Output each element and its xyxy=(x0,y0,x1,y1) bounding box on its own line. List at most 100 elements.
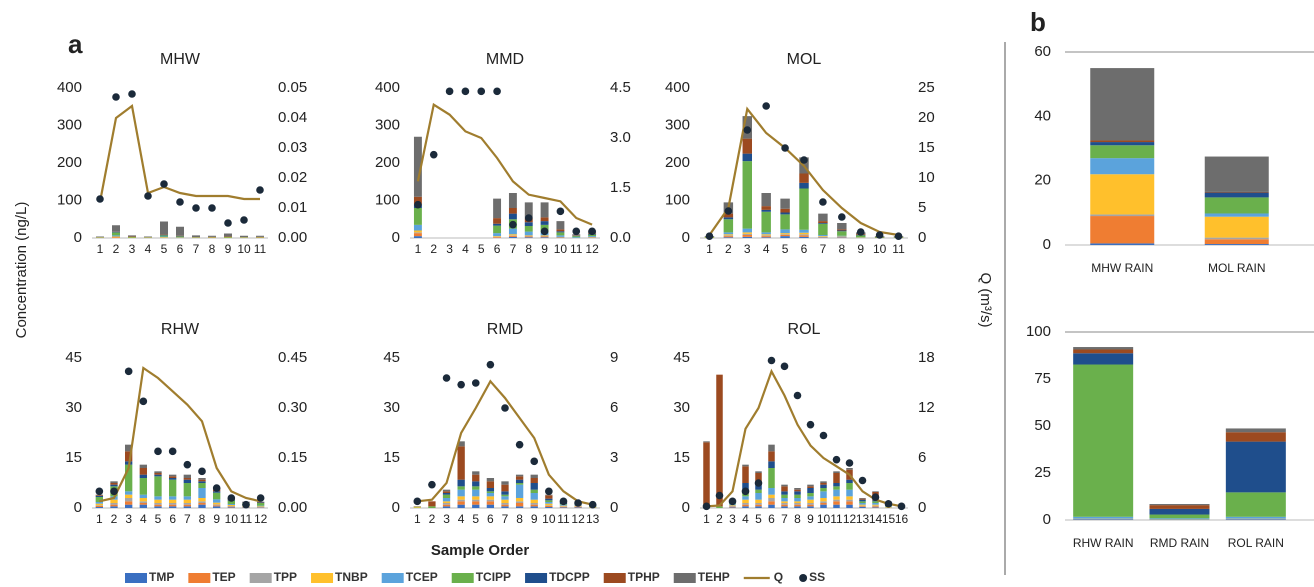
bar-segment xyxy=(761,211,771,233)
bar-segment xyxy=(761,236,771,238)
y2-tick-label: 0.00 xyxy=(278,229,307,246)
bar-segment xyxy=(257,505,265,507)
x-tick-label: 7 xyxy=(781,512,788,526)
bar-segment xyxy=(1073,347,1134,350)
legend-label: TNBP xyxy=(335,570,368,584)
bar-segment xyxy=(833,501,840,505)
bar-segment xyxy=(729,506,736,508)
bar-segment xyxy=(755,506,762,508)
ss-dot xyxy=(110,487,118,496)
bar-segment xyxy=(1073,349,1134,354)
x-tick-label: 9 xyxy=(213,512,220,526)
bar-segment xyxy=(524,202,533,219)
bar-segment xyxy=(768,461,775,468)
bar-segment xyxy=(515,498,524,502)
x-tick-label: 2 xyxy=(716,512,723,526)
bar-segment xyxy=(859,499,866,502)
bar-segment xyxy=(1204,192,1269,198)
x-tick-label: 5 xyxy=(782,242,789,256)
x-tick-label: 8 xyxy=(525,242,532,256)
bar-segment xyxy=(820,483,827,485)
x-tick-label: ROL RAIN xyxy=(1228,536,1284,550)
x-tick-label: 10 xyxy=(225,512,239,526)
bar-segment xyxy=(885,507,892,508)
bar-segment xyxy=(846,504,853,508)
bar-segment xyxy=(442,498,451,502)
bar-segment xyxy=(428,501,436,507)
bar-segment xyxy=(257,503,265,506)
ss-dot xyxy=(442,374,451,382)
bar-segment xyxy=(112,225,120,232)
bar-segment xyxy=(761,235,771,237)
ss-dot xyxy=(413,497,422,506)
bar-segment xyxy=(807,484,814,487)
bar-segment xyxy=(818,235,828,237)
bar-segment xyxy=(846,501,853,505)
bar-segment xyxy=(457,441,465,447)
y2-tick-label: 0 xyxy=(918,499,926,516)
bar-segment xyxy=(183,474,191,478)
y-tick-label: 60 xyxy=(1034,43,1051,60)
bar-segment xyxy=(501,481,509,485)
x-tick-label: 7 xyxy=(193,242,200,256)
bar-segment xyxy=(508,193,517,208)
ss-dot xyxy=(524,214,533,222)
x-tick-label: 3 xyxy=(443,512,450,526)
ss-dot xyxy=(461,87,470,96)
bar-segment xyxy=(818,213,828,222)
x-tick-label: 5 xyxy=(478,242,485,256)
y-tick-label: 0 xyxy=(1043,511,1051,528)
bar-segment xyxy=(872,491,879,492)
x-tick-label: 7 xyxy=(510,242,517,256)
bar-segment xyxy=(833,471,840,473)
bar-segment xyxy=(486,496,495,500)
x-tick-label: MHW RAIN xyxy=(1091,261,1153,275)
bar-segment xyxy=(169,478,177,480)
bar-segment xyxy=(761,234,771,236)
ss-dot xyxy=(128,90,136,98)
x-tick-label: 2 xyxy=(429,512,436,526)
bar-segment xyxy=(742,228,752,233)
ss-dot xyxy=(838,213,846,221)
bar-segment xyxy=(95,507,103,508)
y-tick-label: 0 xyxy=(74,229,82,246)
bar-segment xyxy=(515,479,524,483)
bar-segment xyxy=(442,489,451,492)
bar-segment xyxy=(794,489,801,492)
bar-segment xyxy=(799,236,809,238)
bar-segment xyxy=(556,229,565,232)
bar-segment xyxy=(742,503,749,505)
bar-segment xyxy=(198,478,206,480)
bar-segment xyxy=(139,468,147,475)
bar-segment xyxy=(742,506,749,508)
legend-swatch xyxy=(525,573,548,583)
bar-segment xyxy=(780,233,790,235)
y-tick-label: 50 xyxy=(1034,417,1051,434)
ss-dot xyxy=(793,391,802,400)
y2-tick-label: 15 xyxy=(918,139,935,156)
bar-segment xyxy=(486,488,495,492)
bar-segment xyxy=(1090,68,1155,141)
bar-segment xyxy=(1073,364,1134,517)
bar-segment xyxy=(1149,508,1210,515)
bar-segment xyxy=(837,235,847,237)
bar-segment xyxy=(413,224,422,231)
bar-segment xyxy=(457,499,465,502)
bar-segment xyxy=(457,446,465,480)
y2-tick-label: 0.00 xyxy=(278,499,307,516)
bar-segment xyxy=(859,501,866,503)
bar-segment xyxy=(457,501,465,505)
ss-dot xyxy=(728,497,737,506)
ss-dot xyxy=(168,447,177,456)
bar-segment xyxy=(213,492,221,500)
bar-segment xyxy=(768,468,775,488)
bar-segment xyxy=(530,503,538,505)
bar-segment xyxy=(781,494,788,498)
y-tick-label: 0 xyxy=(1043,236,1051,253)
ss-dot xyxy=(884,500,893,508)
bar-segment xyxy=(530,489,538,493)
bar-segment xyxy=(768,451,775,462)
bar-segment xyxy=(780,234,790,235)
bar-segment xyxy=(501,491,509,495)
legend-label: TPHP xyxy=(628,570,660,584)
